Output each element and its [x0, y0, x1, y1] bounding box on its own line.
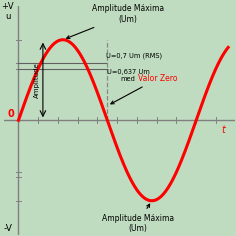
Text: U=0,637 Um
med: U=0,637 Um med: [107, 69, 149, 82]
Text: Amplitude Máxima
(Um): Amplitude Máxima (Um): [101, 204, 174, 233]
Text: Amplitude: Amplitude: [34, 62, 40, 98]
Text: Valor Zero: Valor Zero: [111, 74, 178, 104]
Text: t: t: [221, 125, 225, 135]
Text: 0: 0: [7, 109, 14, 119]
Text: -V: -V: [3, 224, 12, 233]
Text: Amplitude Máxima
(Um): Amplitude Máxima (Um): [67, 4, 164, 38]
Text: U=0,7 Um (RMS): U=0,7 Um (RMS): [105, 52, 162, 59]
Text: +V
u: +V u: [1, 2, 14, 21]
